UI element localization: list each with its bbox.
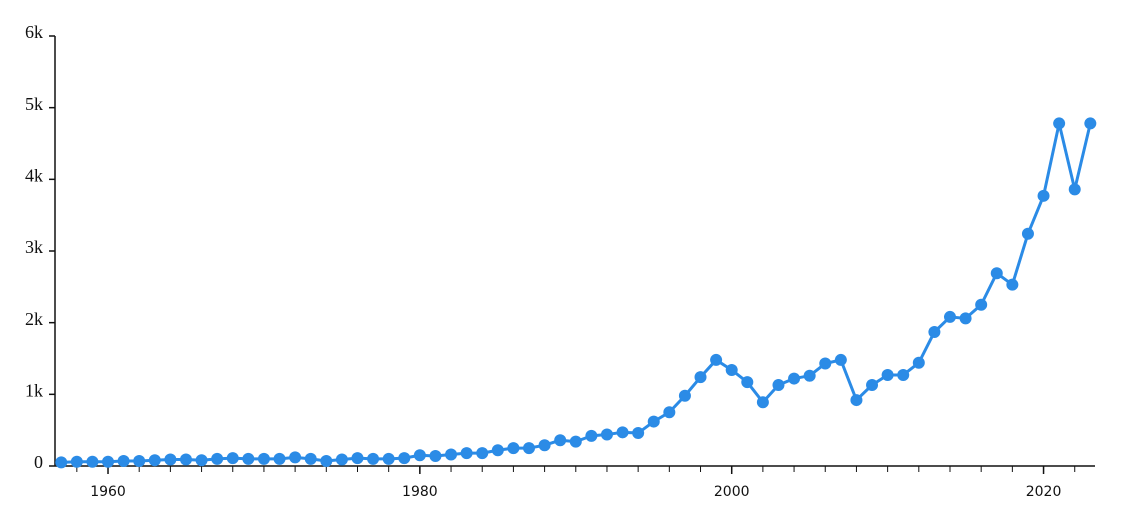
point (803, 369, 816, 382)
line (61, 121, 1092, 464)
y-tick-label: 5k (25, 94, 43, 114)
point (1053, 117, 1066, 130)
point (179, 453, 192, 466)
point (351, 452, 364, 465)
point (429, 449, 442, 462)
y-tick-label: 2k (25, 309, 43, 329)
point (881, 368, 894, 381)
point (304, 452, 317, 465)
point (1037, 189, 1050, 202)
x-tick-label: 2020 (1026, 484, 1062, 500)
y-tick-label: 4k (25, 165, 43, 185)
point (273, 452, 286, 465)
point (694, 371, 707, 384)
point (725, 363, 738, 376)
point (897, 368, 910, 381)
point (242, 452, 255, 465)
point (585, 429, 598, 442)
point (507, 442, 520, 455)
point (1084, 117, 1097, 130)
point (710, 353, 723, 366)
x-tick-label: 2000 (714, 484, 750, 500)
point (600, 428, 613, 441)
point (195, 454, 208, 467)
point (663, 406, 676, 419)
point (133, 454, 146, 467)
point (834, 353, 847, 366)
point (320, 454, 333, 467)
x-tick-label: 1980 (402, 484, 438, 500)
point (413, 449, 426, 462)
point (912, 356, 925, 369)
point (554, 434, 567, 447)
point (959, 312, 972, 325)
point (632, 427, 645, 440)
point (117, 454, 130, 467)
point (211, 452, 224, 465)
y-tick-label: 6k (25, 22, 43, 42)
point (850, 394, 863, 407)
point (382, 452, 395, 465)
point (55, 456, 68, 469)
point (943, 310, 956, 323)
point (1006, 278, 1019, 291)
y-tick-label: 0 (34, 452, 43, 472)
x-tick-label: 1960 (90, 484, 126, 500)
point (788, 372, 801, 385)
point (86, 455, 99, 468)
y-tick-label: 1k (25, 380, 43, 400)
point (445, 448, 458, 461)
point (647, 415, 660, 428)
point (335, 453, 348, 466)
point (616, 426, 629, 439)
point (1068, 183, 1081, 196)
y-tick-label: 3k (25, 237, 43, 257)
point (678, 389, 691, 402)
point (476, 447, 489, 460)
point (367, 452, 380, 465)
point (990, 267, 1003, 280)
point (226, 452, 239, 465)
point (460, 447, 473, 460)
point (1021, 227, 1034, 240)
point (538, 439, 551, 452)
point (819, 357, 832, 370)
point (102, 455, 115, 468)
point (289, 451, 302, 464)
point (148, 454, 161, 467)
point (70, 455, 83, 468)
point (569, 435, 582, 448)
point (772, 379, 785, 392)
point (257, 452, 270, 465)
point (928, 325, 941, 338)
point (756, 396, 769, 409)
point (866, 379, 879, 392)
point (523, 442, 536, 455)
point (164, 453, 177, 466)
point (741, 376, 754, 389)
point (975, 298, 988, 311)
point (491, 444, 504, 457)
point (398, 452, 411, 465)
